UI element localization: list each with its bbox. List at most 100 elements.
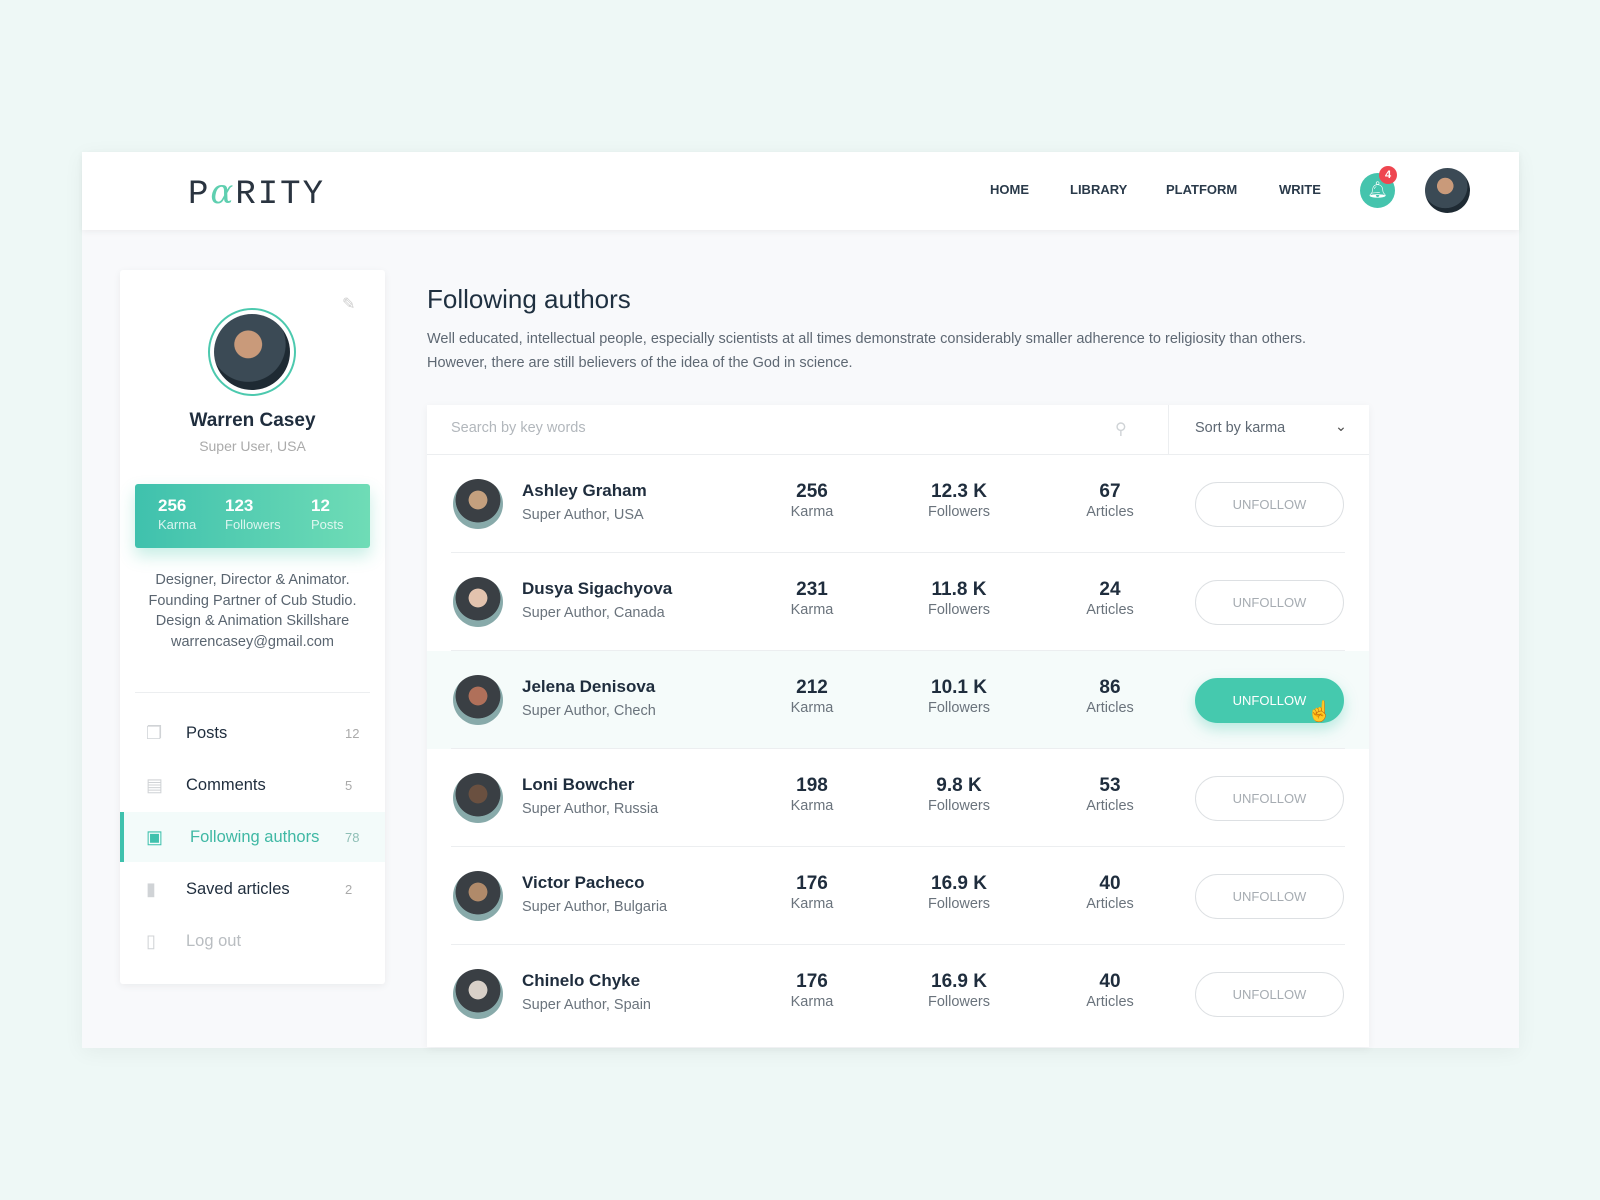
parity-logo[interactable]: PαRITY [188, 172, 325, 214]
followers-value: 12.3 K [931, 481, 987, 502]
karma-value: 176 [796, 971, 828, 992]
karma-value: 212 [796, 677, 828, 698]
author-name[interactable]: Ashley Graham [522, 481, 647, 500]
followers-value: 10.1 K [931, 677, 987, 698]
unfollow-button[interactable]: UNFOLLOW [1195, 482, 1344, 527]
articles-value: 40 [1099, 971, 1121, 992]
karma-stat: 176 Karma [752, 971, 872, 1011]
menu-item-log-out[interactable]: ▯ Log out [120, 916, 385, 966]
author-name[interactable]: Chinelo Chyke [522, 971, 641, 990]
page-description: Well educated, intellectual people, espe… [427, 331, 1307, 371]
author-avatar[interactable] [453, 871, 503, 921]
author-avatar[interactable] [453, 969, 503, 1019]
stat-label: Posts [311, 517, 344, 532]
edit-pencil-icon[interactable]: ✎ [342, 296, 356, 313]
row-divider [451, 944, 1345, 945]
chevron-down-icon: ⌄ [1334, 419, 1347, 435]
comments-icon: ▤ [146, 774, 164, 795]
articles-value: 53 [1099, 775, 1121, 796]
menu-item-saved-articles[interactable]: ▮ Saved articles 2 [120, 864, 385, 914]
door-icon: ▯ [146, 930, 156, 951]
hand-cursor-icon: ☝ [1307, 701, 1332, 723]
unfollow-button[interactable]: UNFOLLOW [1195, 874, 1344, 919]
authors-table: ⚲ Sort by karma ⌄ Ashley Graham Super Aut… [427, 405, 1369, 1047]
profile-bio: Designer, Director & Animator. Founding … [120, 570, 385, 652]
menu-label: Comments [186, 775, 266, 794]
followers-value: 9.8 K [936, 775, 982, 796]
sort-dropdown[interactable]: Sort by karma ⌄ [1169, 405, 1369, 455]
followers-label: Followers [927, 994, 991, 1010]
articles-label: Articles [1086, 504, 1134, 520]
nav-library[interactable]: LIBRARY [1070, 182, 1128, 197]
nav-write[interactable]: WRITE [1279, 182, 1321, 197]
followers-value: 16.9 K [931, 971, 987, 992]
stat-followers: 123 Followers [225, 496, 281, 534]
bio-line: Design & Animation Skillshare [155, 613, 350, 629]
unfollow-button[interactable]: UNFOLLOW [1195, 776, 1344, 821]
articles-value: 40 [1099, 873, 1121, 894]
author-location: Super Author, Bulgaria [522, 899, 668, 915]
karma-stat: 212 Karma [752, 677, 872, 717]
karma-label: Karma [790, 700, 834, 716]
stat-karma: 256 Karma [158, 496, 196, 534]
search-input[interactable] [451, 420, 1091, 436]
notification-badge: 4 [1379, 166, 1397, 184]
unfollow-button[interactable]: UNFOLLOW [1195, 972, 1344, 1017]
followers-stat: 16.9 K Followers [899, 873, 1019, 913]
author-location: Super Author, USA [522, 507, 644, 523]
followers-stat: 12.3 K Followers [899, 481, 1019, 521]
author-name[interactable]: Victor Pacheco [522, 873, 645, 892]
articles-label: Articles [1086, 798, 1134, 814]
karma-label: Karma [790, 602, 834, 618]
menu-count: 5 [345, 777, 353, 793]
followers-label: Followers [927, 602, 991, 618]
stat-label: Karma [158, 517, 197, 532]
unfollow-button[interactable]: UNFOLLOW [1195, 580, 1344, 625]
sort-label: Sort by karma [1195, 420, 1286, 436]
menu-item-posts[interactable]: ❐ Posts 12 [120, 708, 385, 758]
author-avatar[interactable] [453, 577, 503, 627]
author-location: Super Author, Chech [522, 703, 656, 719]
profile-email: warrencasey@gmail.com [171, 633, 334, 650]
user-avatar[interactable] [1425, 168, 1470, 213]
followers-stat: 10.1 K Followers [899, 677, 1019, 717]
karma-label: Karma [790, 504, 834, 520]
articles-stat: 86 Articles [1050, 677, 1170, 717]
profile-sidebar: ✎ Warren Casey Super User, USA 256 Karma … [120, 270, 385, 984]
search-icon[interactable]: ⚲ [1115, 421, 1127, 438]
karma-label: Karma [790, 798, 834, 814]
author-row: Dusya Sigachyova Super Author, Canada 23… [427, 553, 1369, 651]
author-row: Chinelo Chyke Super Author, Spain 176 Kar… [427, 945, 1369, 1043]
menu-label: Saved articles [186, 879, 290, 898]
row-divider [451, 748, 1345, 749]
menu-item-following-authors[interactable]: ▣ Following authors 78 [120, 812, 385, 862]
author-name[interactable]: Dusya Sigachyova [522, 579, 673, 598]
stat-value: 256 [158, 496, 187, 515]
menu-label: Posts [186, 723, 228, 742]
menu-item-comments[interactable]: ▤ Comments 5 [120, 760, 385, 810]
author-name[interactable]: Loni Bowcher [522, 775, 635, 794]
articles-label: Articles [1086, 700, 1134, 716]
profile-stats: 256 Karma 123 Followers 12 Posts [135, 484, 370, 548]
bookmark-icon: ▮ [146, 878, 156, 899]
articles-value: 67 [1099, 481, 1121, 502]
author-avatar[interactable] [453, 479, 503, 529]
followers-value: 11.8 K [931, 579, 987, 600]
articles-stat: 24 Articles [1050, 579, 1170, 619]
nav-platform[interactable]: PLATFORM [1166, 182, 1238, 197]
bio-line: Designer, Director & Animator. [155, 572, 350, 588]
author-avatar[interactable] [453, 773, 503, 823]
author-name[interactable]: Jelena Denisova [522, 677, 656, 696]
author-row: Loni Bowcher Super Author, Russia 198 Kar… [427, 749, 1369, 847]
unfollow-button[interactable]: UNFOLLOW [1195, 678, 1344, 723]
followers-stat: 9.8 K Followers [899, 775, 1019, 815]
nav-home[interactable]: HOME [990, 182, 1029, 197]
stat-value: 123 [225, 496, 254, 515]
articles-stat: 53 Articles [1050, 775, 1170, 815]
karma-label: Karma [790, 896, 834, 912]
articles-value: 86 [1099, 677, 1121, 698]
author-location: Super Author, Russia [522, 801, 659, 817]
profile-name: Warren Casey [189, 410, 316, 431]
menu-count: 12 [345, 725, 360, 741]
author-avatar[interactable] [453, 675, 503, 725]
